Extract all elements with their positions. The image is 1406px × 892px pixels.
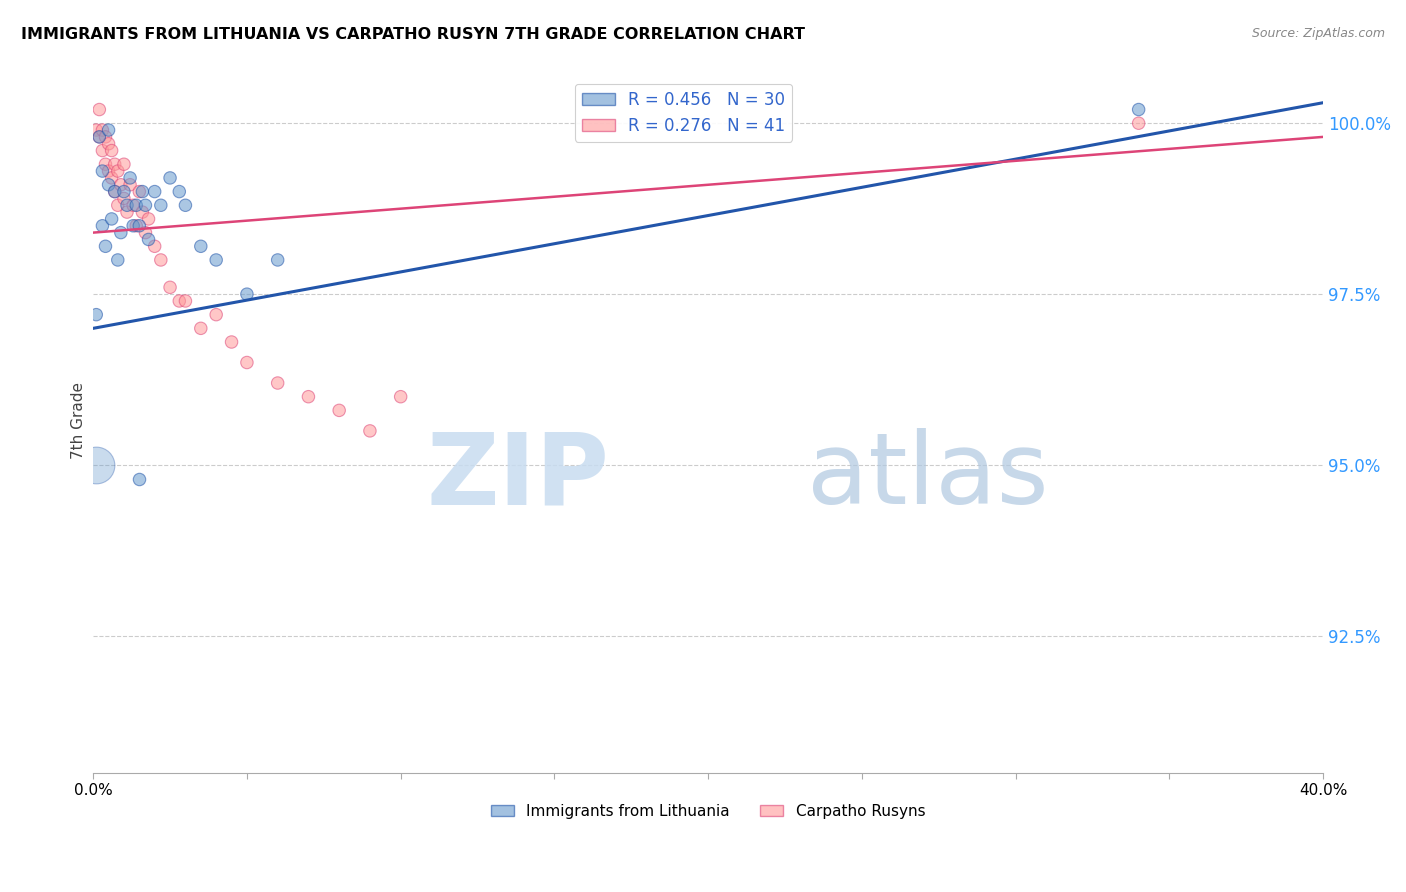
Point	[128, 472, 150, 486]
Point	[110, 226, 132, 240]
Point	[205, 252, 228, 267]
Y-axis label: 7th Grade: 7th Grade	[72, 382, 86, 459]
Point	[107, 198, 129, 212]
Point	[359, 424, 381, 438]
Point	[169, 293, 191, 308]
Point	[91, 164, 114, 178]
Point	[107, 164, 129, 178]
Point	[143, 239, 166, 253]
Point	[89, 129, 111, 144]
Point	[100, 211, 122, 226]
Point	[91, 123, 114, 137]
Point	[84, 458, 107, 472]
Point	[94, 129, 117, 144]
Point	[169, 185, 191, 199]
Point	[236, 287, 259, 301]
Point	[120, 178, 142, 192]
Point	[115, 205, 138, 219]
Point	[389, 390, 412, 404]
Point	[112, 185, 135, 199]
Point	[91, 144, 114, 158]
Point	[297, 390, 319, 404]
Point	[149, 198, 172, 212]
Point	[221, 334, 243, 349]
Point	[328, 403, 350, 417]
Point	[236, 355, 259, 369]
Point	[138, 232, 160, 246]
Point	[97, 123, 120, 137]
Point	[266, 252, 288, 267]
Point	[100, 144, 122, 158]
Point	[128, 219, 150, 233]
Point	[110, 178, 132, 192]
Point	[104, 157, 127, 171]
Point	[1128, 103, 1150, 117]
Point	[131, 205, 153, 219]
Point	[143, 185, 166, 199]
Point	[100, 170, 122, 185]
Text: ZIP: ZIP	[427, 428, 610, 525]
Point	[149, 252, 172, 267]
Point	[131, 185, 153, 199]
Point	[122, 198, 145, 212]
Text: IMMIGRANTS FROM LITHUANIA VS CARPATHO RUSYN 7TH GRADE CORRELATION CHART: IMMIGRANTS FROM LITHUANIA VS CARPATHO RU…	[21, 27, 806, 42]
Point	[94, 239, 117, 253]
Point	[266, 376, 288, 390]
Point	[134, 198, 156, 212]
Point	[94, 157, 117, 171]
Point	[125, 198, 148, 212]
Point	[190, 239, 212, 253]
Point	[89, 129, 111, 144]
Point	[97, 136, 120, 151]
Point	[112, 157, 135, 171]
Point	[97, 178, 120, 192]
Point	[91, 219, 114, 233]
Point	[84, 123, 107, 137]
Point	[174, 198, 197, 212]
Point	[89, 103, 111, 117]
Point	[174, 293, 197, 308]
Point	[115, 198, 138, 212]
Point	[128, 185, 150, 199]
Point	[107, 252, 129, 267]
Text: Source: ZipAtlas.com: Source: ZipAtlas.com	[1251, 27, 1385, 40]
Point	[159, 280, 181, 294]
Point	[134, 226, 156, 240]
Point	[112, 191, 135, 205]
Point	[1128, 116, 1150, 130]
Point	[190, 321, 212, 335]
Point	[138, 211, 160, 226]
Point	[104, 185, 127, 199]
Legend: Immigrants from Lithuania, Carpatho Rusyns: Immigrants from Lithuania, Carpatho Rusy…	[485, 797, 931, 825]
Point	[104, 185, 127, 199]
Point	[97, 164, 120, 178]
Text: atlas: atlas	[807, 428, 1049, 525]
Point	[125, 219, 148, 233]
Point	[84, 308, 107, 322]
Point	[120, 170, 142, 185]
Point	[159, 170, 181, 185]
Point	[205, 308, 228, 322]
Point	[122, 219, 145, 233]
